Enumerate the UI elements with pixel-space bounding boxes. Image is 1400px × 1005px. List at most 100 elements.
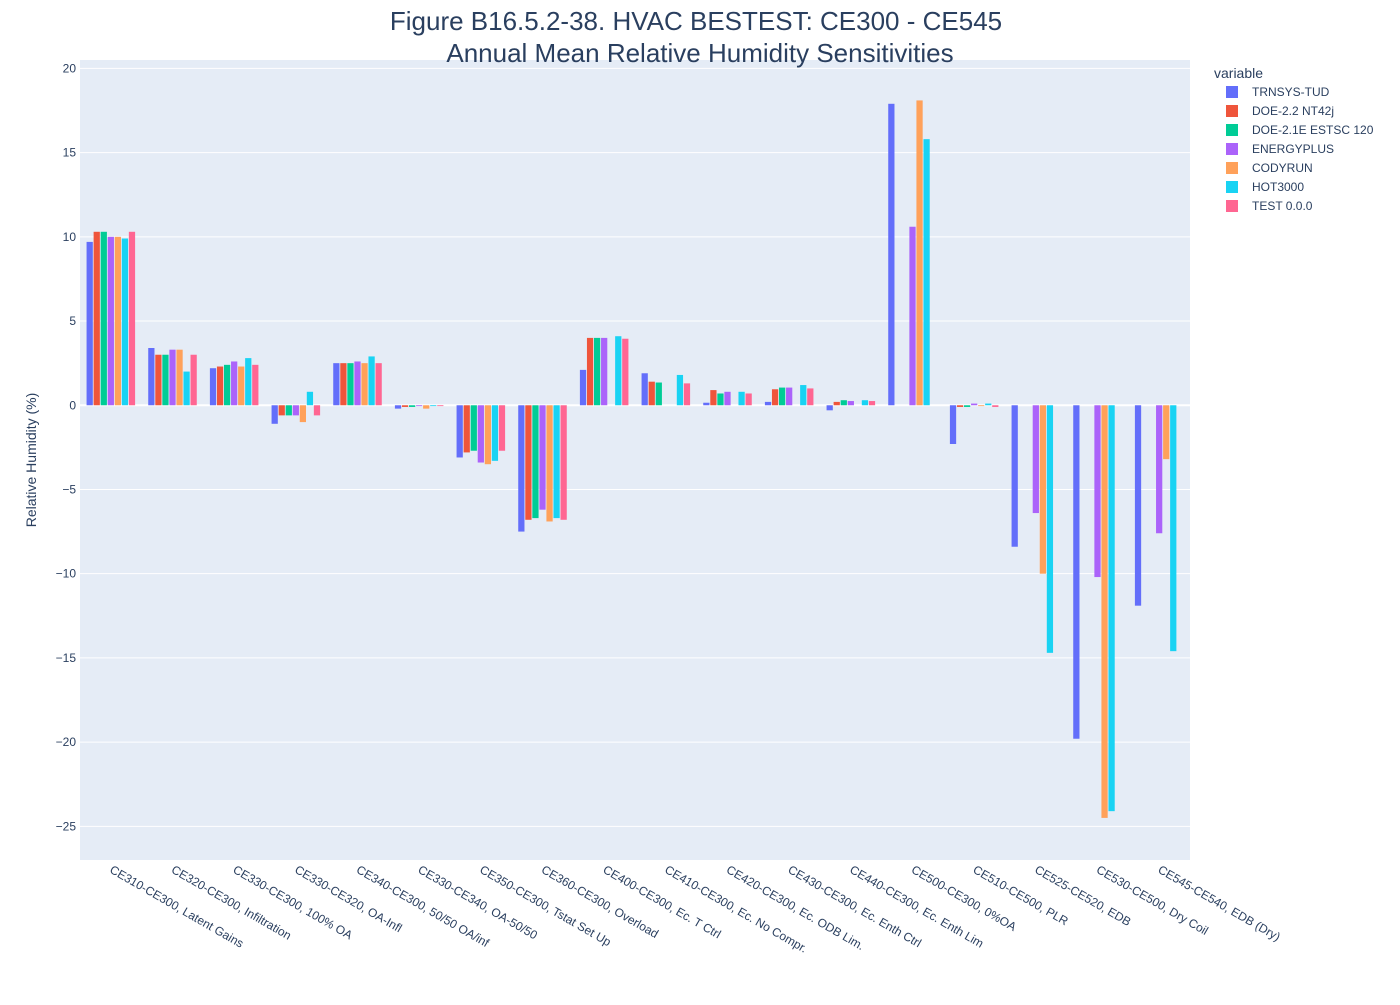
bar[interactable] [361,363,368,406]
bar[interactable] [394,405,402,409]
bar[interactable] [498,405,506,451]
bar[interactable] [778,387,786,406]
bar[interactable] [1039,405,1047,574]
bar[interactable] [703,402,710,406]
bar[interactable] [408,405,416,407]
bar[interactable] [949,405,957,444]
bar[interactable] [340,363,347,406]
bar[interactable] [978,405,985,407]
bar[interactable] [916,100,923,406]
legend-item[interactable]: TEST 0.0.0 [1226,199,1313,213]
bar[interactable] [148,348,155,406]
bar[interactable] [1073,405,1080,739]
legend-item[interactable]: CODYRUN [1226,161,1313,175]
bar[interactable] [93,231,100,406]
bar[interactable] [861,400,869,406]
bar[interactable] [532,405,539,519]
bar[interactable] [491,405,499,461]
bar[interactable] [313,405,321,416]
bar[interactable] [162,354,169,406]
bar[interactable] [430,405,437,407]
legend-item[interactable]: DOE-2.1E ESTSC 120 [1226,123,1374,137]
bar[interactable] [648,381,655,406]
bar[interactable] [128,231,136,406]
bar[interactable] [593,337,601,406]
bar[interactable] [209,368,217,406]
bar[interactable] [992,405,999,407]
bar[interactable] [183,371,190,406]
bar[interactable] [1094,405,1101,578]
bar[interactable] [285,405,292,416]
bar[interactable] [238,366,245,406]
bar[interactable] [306,391,314,406]
bar[interactable] [622,338,629,406]
bar[interactable] [375,363,382,406]
bar[interactable] [86,241,93,406]
bar[interactable] [368,356,375,406]
legend-item[interactable]: HOT3000 [1226,180,1304,194]
bar[interactable] [601,337,608,406]
bar[interactable] [216,366,224,406]
bar[interactable] [231,361,238,406]
bar[interactable] [347,363,354,406]
bar[interactable] [423,405,430,409]
bar[interactable] [764,401,772,406]
bar[interactable] [121,238,129,406]
bar[interactable] [956,405,964,407]
bar[interactable] [847,401,854,406]
bar[interactable] [560,405,567,520]
bar[interactable] [553,405,560,519]
bar[interactable] [100,231,107,406]
bar[interactable] [176,349,183,406]
bar[interactable] [1032,405,1039,514]
bar[interactable] [786,387,793,406]
bar[interactable] [223,364,231,406]
bar[interactable] [724,391,731,406]
bar[interactable] [963,405,971,407]
bar[interactable] [333,363,340,406]
bar[interactable] [299,405,307,423]
bar[interactable] [1134,405,1142,606]
bar[interactable] [1011,405,1018,547]
bar[interactable] [292,405,299,416]
bar[interactable] [518,405,525,532]
bar[interactable] [354,361,361,406]
bar[interactable] [1163,405,1170,460]
legend-item[interactable]: TRNSYS-TUD [1226,85,1330,99]
bar[interactable] [437,405,444,407]
bar[interactable] [114,236,122,406]
bar[interactable] [463,405,470,453]
bar[interactable] [971,403,978,406]
bar[interactable] [107,236,114,406]
bar[interactable] [909,226,916,406]
bar[interactable] [868,401,876,406]
bar[interactable] [840,400,847,406]
bar[interactable] [1156,405,1163,534]
bar[interactable] [155,354,162,406]
bar[interactable] [484,405,492,465]
bar[interactable] [676,374,684,406]
bar[interactable] [416,405,423,407]
bar[interactable] [579,369,587,406]
bar[interactable] [710,390,717,406]
bar[interactable] [641,373,648,406]
bar[interactable] [525,405,532,520]
bar[interactable] [985,403,992,406]
bar[interactable] [271,405,278,424]
bar[interactable] [683,383,691,406]
bar[interactable] [477,405,484,463]
bar[interactable] [615,336,622,406]
bar[interactable] [800,385,807,406]
bar[interactable] [655,382,662,406]
bar[interactable] [833,401,840,406]
legend-item[interactable]: ENERGYPLUS [1226,142,1334,156]
bar[interactable] [278,405,285,416]
bar[interactable] [826,405,833,411]
bar[interactable] [539,405,546,510]
legend-item[interactable]: DOE-2.2 NT42j [1226,104,1334,118]
bar[interactable] [1101,405,1108,818]
bar[interactable] [738,391,745,406]
bar[interactable] [1046,405,1054,653]
bar[interactable] [245,358,252,406]
bar[interactable] [190,354,197,406]
